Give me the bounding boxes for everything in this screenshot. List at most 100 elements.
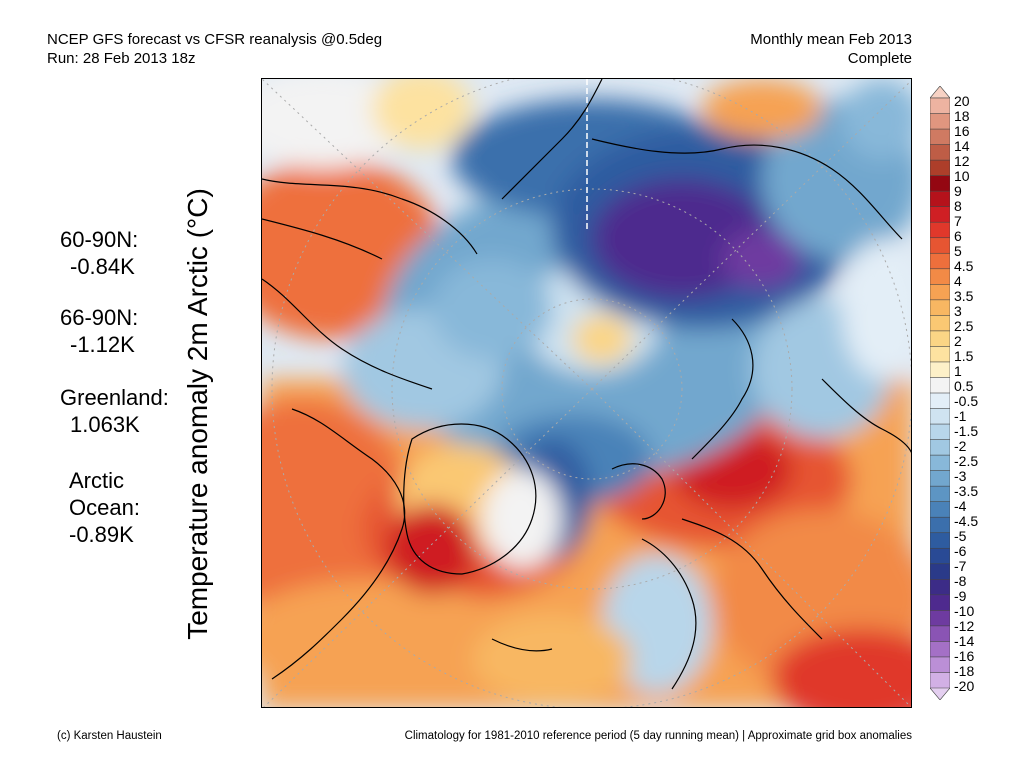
- run-time: Run: 28 Feb 2013 18z: [47, 50, 196, 67]
- stat-value: 1.063K: [70, 412, 140, 437]
- colorbar-tick-label: 9: [954, 183, 962, 199]
- colorbar-segment: [930, 439, 950, 456]
- colorbar-segment: [930, 346, 950, 363]
- colorbar-tick-label: 0.5: [954, 378, 974, 394]
- colorbar-segment: [930, 672, 950, 689]
- colorbar-segment: [930, 221, 950, 239]
- model-title: NCEP GFS forecast vs CFSR reanalysis @0.…: [47, 31, 383, 48]
- colorbar-tick-label: 16: [954, 123, 970, 139]
- colorbar-segment: [930, 175, 950, 192]
- colorbar-segment: [930, 268, 950, 285]
- colorbar-segment: [930, 315, 950, 332]
- colorbar-segment: [930, 470, 950, 487]
- colorbar-tick-label: -18: [954, 663, 975, 679]
- colorbar-segment: [930, 128, 950, 146]
- colorbar-tick-label: -8: [954, 573, 967, 589]
- colorbar-tick-label: 2: [954, 333, 962, 349]
- colorbar-tick-label: -7: [954, 558, 967, 574]
- colorbar-segment: [930, 408, 950, 425]
- colorbar-segment: [930, 547, 950, 565]
- stat-greenland: Greenland: 1.063K: [60, 384, 169, 438]
- stat-value: -1.12K: [70, 332, 135, 357]
- colorbar-tick-label: 18: [954, 108, 970, 124]
- anomaly-map: [261, 78, 912, 708]
- colorbar-segment: [930, 485, 950, 503]
- colorbar-segment: [930, 656, 950, 674]
- colorbar-tick-label: -20: [954, 678, 975, 694]
- colorbar-segment: [930, 610, 950, 627]
- colorbar-segment: [930, 361, 950, 379]
- colorbar-segment: [930, 563, 950, 580]
- colorbar-tick-label: 4: [954, 273, 962, 289]
- colorbar-segment: [930, 625, 950, 643]
- colorbar-tick-label: 14: [954, 138, 970, 154]
- copyright: (c) Karsten Haustein: [57, 730, 162, 742]
- colorbar-segment: [930, 299, 950, 316]
- stat-label: 60-90N:: [60, 227, 139, 252]
- stat-label: 66-90N:: [60, 305, 139, 330]
- colorbar-tick-label: -10: [954, 603, 975, 619]
- colorbar-segment: [930, 423, 950, 441]
- colorbar-segment: [930, 516, 950, 534]
- stat-value: -0.84K: [70, 254, 135, 279]
- colorbar-segment: [930, 144, 950, 161]
- colorbar-tick-label: -4: [954, 498, 967, 514]
- colorbar-bottom-triangle: [930, 687, 950, 700]
- colorbar-tick-label: 3.5: [954, 288, 974, 304]
- colorbar-tick-label: 5: [954, 243, 962, 259]
- colorbar-segment: [930, 252, 950, 270]
- colorbar-tick-label: -6: [954, 543, 967, 559]
- colorbar-tick-label: -9: [954, 588, 967, 604]
- colorbar-tick-label: -4.5: [954, 513, 979, 529]
- colorbar-tick-label: -2: [954, 438, 967, 454]
- colorbar-tick-label: 8: [954, 198, 962, 214]
- colorbar-tick-label: -1.5: [954, 423, 979, 439]
- colorbar-tick-label: -3: [954, 468, 967, 484]
- status-text: Complete: [847, 50, 912, 67]
- colorbar-tick-label: 1.5: [954, 348, 974, 364]
- colorbar-segment: [930, 97, 950, 115]
- colorbar-segment: [930, 532, 950, 549]
- colorbar-tick-label: 10: [954, 168, 970, 184]
- stat-60-90n: 60-90N: -0.84K: [60, 226, 138, 280]
- colorbar-tick-label: 2.5: [954, 318, 974, 334]
- colorbar-segment: [930, 113, 950, 130]
- header-right: Monthly mean Feb 2013 Complete: [750, 30, 912, 68]
- coastlines: [262, 79, 911, 690]
- colorbar-tick-label: -1: [954, 408, 967, 424]
- colorbar-segment: [930, 330, 950, 348]
- stat-label: Arctic: [69, 468, 124, 493]
- colorbar-tick-label: 7: [954, 213, 962, 229]
- colorbar-tick-label: 4.5: [954, 258, 974, 274]
- colorbar-segment: [930, 579, 950, 596]
- colorbar-tick-label: -12: [954, 618, 975, 634]
- colorbar-segment: [930, 206, 950, 223]
- colorbar-tick-label: 6: [954, 228, 962, 244]
- colorbar-segment: [930, 237, 950, 254]
- stat-label: Greenland:: [60, 385, 169, 410]
- map-svg: [262, 79, 911, 707]
- colorbar-tick-label: 12: [954, 153, 970, 169]
- anomaly-field: [262, 79, 911, 707]
- colorbar-tick-label: -3.5: [954, 483, 979, 499]
- climatology-note: Climatology for 1981-2010 reference peri…: [404, 730, 912, 742]
- colorbar-tick-label: 20: [954, 93, 970, 109]
- header-left: NCEP GFS forecast vs CFSR reanalysis @0.…: [47, 30, 382, 68]
- colorbar-top-triangle: [930, 86, 950, 99]
- colorbar-segment: [930, 159, 950, 177]
- colorbar-segment: [930, 284, 950, 301]
- colorbar-tick-label: -0.5: [954, 393, 979, 409]
- period-title: Monthly mean Feb 2013: [750, 31, 912, 48]
- colorbar-segment: [930, 377, 950, 394]
- y-axis-label: Temperature anomaly 2m Arctic (°C): [182, 188, 213, 640]
- colorbar-tick-label: -14: [954, 633, 975, 649]
- colorbar-segment: [930, 641, 950, 658]
- colorbar-tick-label: -2.5: [954, 453, 979, 469]
- colorbar-segment: [930, 392, 950, 410]
- stat-66-90n: 66-90N: -1.12K: [60, 304, 138, 358]
- colorbar-segment: [930, 594, 950, 611]
- stat-arctic-ocean: Arctic Ocean: -0.89K: [69, 467, 140, 548]
- stat-label-2: Ocean:: [69, 495, 140, 520]
- colorbar-segment: [930, 190, 950, 208]
- stat-value: -0.89K: [69, 522, 134, 547]
